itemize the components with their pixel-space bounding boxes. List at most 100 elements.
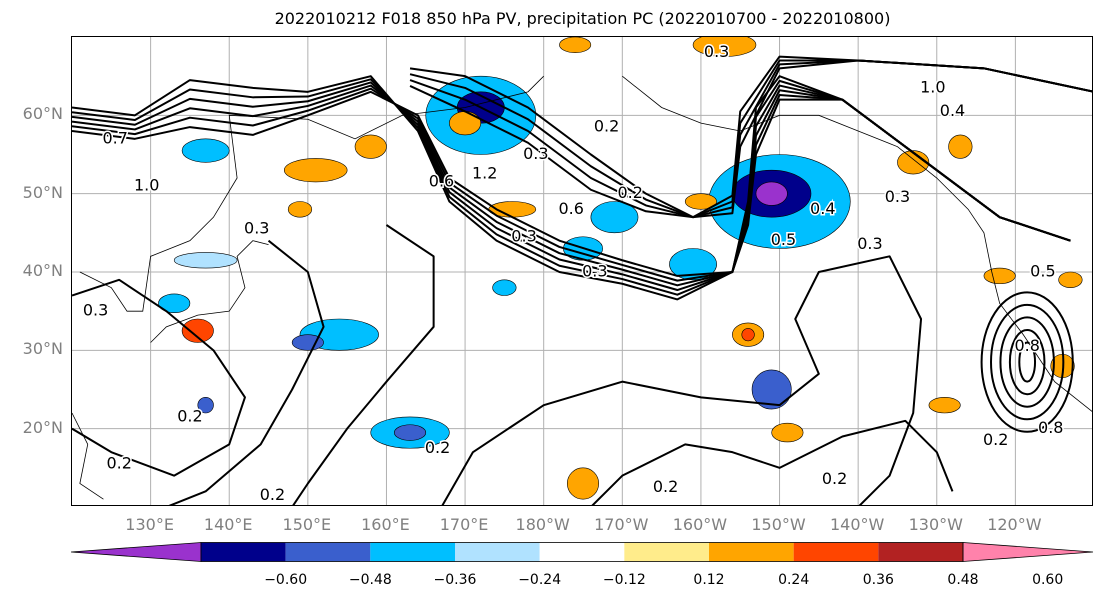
colorbar-tick-label: −0.36 [433,572,477,588]
colorbar-segment [285,542,371,562]
contour-label: 0.2 [983,430,1008,449]
precipitation-region [566,467,600,500]
contour-label: 0.3 [244,218,269,237]
contour-label: 0.2 [594,117,619,136]
latitude-label: 40°N [22,261,63,280]
contour-label: 0.2 [260,485,285,504]
contour-label: 0.2 [425,438,450,457]
colorbar-tick-label: 0.48 [947,572,979,588]
contour-label: 0.3 [704,42,729,61]
contour-label: 0.2 [177,406,202,425]
colorbar-segment [201,542,286,562]
pv-contour-line [999,316,1055,408]
longitude-label: 140°E [203,515,253,534]
contour-label: 0.6 [558,199,583,218]
pv-contours [72,55,1092,505]
contour-label: 0.5 [771,230,796,249]
colorbar-tick-label: 0.24 [778,572,810,588]
contour-label: 0.4 [940,101,965,120]
colorbar-extend-max [962,542,1094,562]
contour-label: 0.4 [810,199,835,218]
contour-label: 0.3 [582,262,607,281]
pv-contour-line [1018,341,1037,383]
coastline-segment [79,75,544,312]
colorbar-tick-label: −0.12 [602,572,646,588]
pv-contour-line [168,239,325,505]
contour-label: 0.3 [83,301,108,320]
precipitation-region [492,279,517,296]
colorbar-tick-label: 0.36 [862,572,894,588]
contour-label: 0.7 [103,128,128,147]
map-panel: 0.7 1.0 0.3 0.3 0.2 0.2 0.2 0.2 0.2 0.2 0.2 0.3 1.2 0… [71,36,1093,506]
colorbar-outline [200,542,964,562]
coastline-segment [150,240,269,343]
latitude-label: 20°N [22,417,63,437]
precipitation-region [751,369,792,410]
precipitation-region [287,201,313,218]
precipitation-region [181,138,230,163]
precipitation-region [684,193,717,210]
contour-label: 1.0 [134,175,159,194]
precipitation-region [590,201,639,234]
longitude-label: 160°W [672,515,728,534]
contour-label: 0.2 [106,453,131,472]
precipitation-region [755,181,788,206]
latitude-label: 50°N [22,182,63,202]
colorbar-segment [455,542,540,562]
coastline-segment [72,412,104,500]
contour-label: 0.2 [617,183,642,202]
precipitation-region [173,252,238,269]
colorbar-extend-min [71,542,202,562]
pv-contour-line [72,278,246,477]
longitude-label: 150°W [751,515,806,534]
contour-label: 0.2 [822,469,847,488]
latitude-label: 60°N [22,104,63,124]
pv-contour-line [441,255,923,505]
coastline [72,75,1092,500]
longitude-label: 120°W [987,515,1042,534]
map-title: 2022010212 F018 850 hPa PV, precipitatio… [274,9,891,28]
coastline-segment [622,75,1092,412]
pv-contour-line [980,291,1074,433]
contour-label: 0.2 [653,477,678,496]
contour-label: 1.0 [920,77,945,96]
longitude-label: 170°E [439,515,489,534]
contour-label: 1.2 [472,164,497,183]
precipitation-region [983,267,1016,285]
colorbar-segment [370,542,455,562]
colorbar-tick-label: −0.24 [518,572,562,588]
precipitation-region [283,158,348,183]
contour-label: 0.5 [1030,262,1055,281]
precipitation-region [354,134,387,159]
pv-contour-line [292,224,435,505]
precipitation-region [181,318,214,343]
map-canvas: 0.7 1.0 0.3 0.3 0.2 0.2 0.2 0.2 0.2 0.2 0.2 0.3 1.2 0… [72,37,1092,505]
longitude-label: 130°E [125,515,174,534]
longitude-label: 150°E [282,515,332,534]
pv-contour-line [72,75,1071,301]
colorbar-tick-label: −0.60 [264,572,308,588]
longitude-label: 160°E [361,515,410,534]
longitude-label: 140°W [829,515,885,534]
precipitation-region [158,293,191,314]
contour-label: 0.3 [857,234,882,253]
colorbar-segment [793,542,879,562]
precipitation-region [669,248,717,281]
colorbar-tick-label: 0.60 [1032,572,1064,588]
precipitation-region [741,328,755,342]
contour-label: 0.3 [885,187,910,206]
colorbar-segment [624,542,709,562]
precipitation-region [928,397,961,414]
pv-contour-line [990,303,1065,421]
colorbar-segment [539,542,625,562]
pv-contour-line [409,55,1092,219]
longitude-label: 130°W [908,515,963,534]
colorbar-segment [709,542,794,562]
latitude-label: 30°N [22,339,63,359]
precipitation-region [559,37,592,53]
precipitation-region [1058,271,1083,288]
longitude-label: 180°W [515,515,570,534]
contour-label: 0.3 [511,226,536,245]
contour-label: 0.8 [1038,418,1063,437]
precipitation-region [291,334,324,351]
